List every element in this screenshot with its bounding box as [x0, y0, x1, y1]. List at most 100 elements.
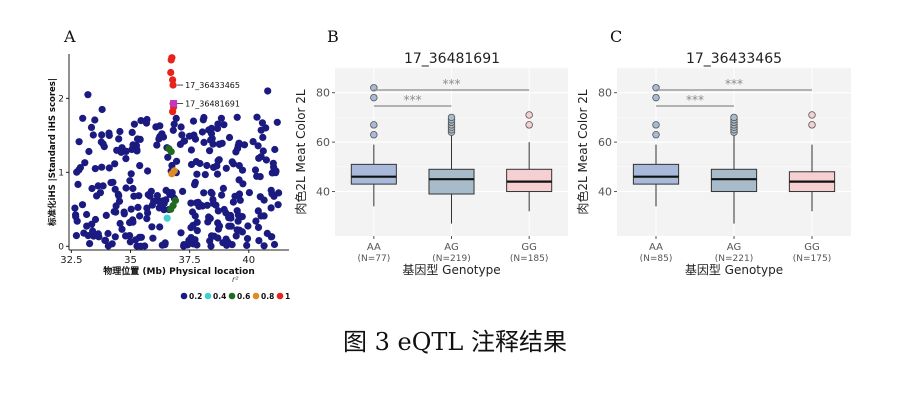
legend-swatch — [252, 292, 260, 300]
y-tick-label: 60 — [316, 136, 330, 149]
panel-a-letter: A — [63, 27, 76, 46]
legend-label: 0.4 — [213, 292, 226, 301]
snp-point — [89, 227, 97, 235]
category-label: AA — [367, 242, 381, 253]
x-axis-label: 物理位置 (Mb) Physical location — [103, 265, 254, 277]
box-iqr — [506, 168, 553, 193]
snp-point — [104, 229, 112, 238]
snp-point — [194, 198, 202, 206]
box-iqr — [710, 168, 758, 193]
snp-point — [235, 226, 243, 234]
x-tick-label: 40 — [242, 255, 255, 266]
snp-point — [214, 207, 222, 215]
outlier-point — [370, 93, 378, 102]
snp-point — [193, 227, 201, 235]
snp-point — [253, 113, 261, 121]
snp-point — [126, 219, 134, 227]
snp-point — [206, 237, 214, 245]
legend-swatch — [180, 292, 188, 300]
snp-point — [192, 158, 200, 166]
ld-highlight-point — [163, 214, 171, 222]
y-tick-label: 80 — [598, 87, 612, 100]
category-count: (N=185) — [510, 254, 548, 264]
snp-point — [164, 153, 172, 161]
y-axis-label: 标准化iHS |Standard iHS scores| — [47, 78, 58, 227]
box-iqr — [632, 163, 680, 185]
snp-annotation-label: 17_36433465 — [185, 81, 240, 90]
snp-point — [214, 120, 222, 128]
snp-point — [275, 189, 283, 197]
ld-highlight-point — [167, 56, 175, 64]
snp-point — [81, 159, 89, 167]
snp-point — [85, 147, 93, 156]
snp-point — [111, 233, 119, 241]
snp-point — [270, 240, 279, 249]
snp-point — [84, 91, 92, 99]
panel-c-letter: C — [610, 27, 622, 46]
outlier-point — [808, 121, 816, 129]
snp-point — [239, 180, 247, 188]
snp-point — [176, 140, 184, 148]
y-tick-label: 0 — [58, 242, 64, 252]
snp-point — [170, 120, 178, 128]
snp-point — [193, 170, 201, 178]
snp-point — [136, 162, 144, 170]
snp-point — [142, 119, 151, 127]
legend-swatch — [228, 292, 236, 300]
snp-point — [79, 114, 87, 122]
x-tick-label: 35 — [124, 255, 137, 266]
snp-point — [179, 187, 187, 195]
snp-point — [156, 223, 164, 231]
snp-point — [232, 148, 240, 156]
snp-point — [102, 211, 110, 219]
outlier-point — [730, 113, 738, 122]
snp-point — [243, 241, 251, 249]
significance-label: *** — [686, 93, 704, 107]
snp-point — [213, 170, 222, 178]
snp-point — [193, 241, 201, 249]
snp-point — [122, 155, 130, 163]
snp-point — [91, 165, 99, 173]
snp-point — [227, 222, 235, 230]
ld-highlight-point — [171, 196, 180, 205]
ld-highlight-point — [168, 170, 176, 178]
outlier-point — [652, 121, 660, 129]
outlier-point — [525, 111, 533, 119]
snp-point — [76, 164, 84, 172]
snp-point — [137, 233, 145, 241]
snp-point — [101, 236, 109, 244]
snp-point — [273, 118, 281, 126]
legend-title: r² — [232, 275, 239, 284]
snp-point — [98, 131, 106, 139]
snp-point — [75, 138, 83, 146]
snp-point — [122, 184, 130, 192]
outlier-point — [525, 121, 533, 129]
snp-point — [255, 237, 263, 245]
snp-point — [160, 206, 168, 214]
snp-point — [254, 207, 262, 215]
snp-point — [208, 124, 216, 132]
significance-label: *** — [443, 77, 461, 91]
snp-point — [232, 232, 240, 240]
snp-point — [116, 219, 124, 228]
snp-point — [271, 145, 279, 154]
snp-point — [200, 138, 208, 146]
category-count: (N=175) — [793, 254, 831, 264]
snp-point — [236, 196, 244, 204]
outlier-point — [447, 113, 456, 122]
snp-point — [207, 130, 216, 138]
y-axis-label: 肉色2L Meat Color 2L — [294, 89, 308, 215]
snp-point — [244, 222, 252, 230]
snp-point — [116, 127, 124, 136]
snp-point — [74, 180, 82, 188]
snp-point — [229, 198, 237, 206]
snp-point — [107, 179, 115, 187]
snp-annotation-label: 17_36481691 — [185, 100, 240, 109]
snp-point — [218, 191, 226, 199]
ld-highlight-point — [167, 68, 175, 77]
snp-point — [252, 217, 260, 225]
snp-point — [86, 240, 94, 248]
snp-point — [71, 204, 79, 212]
snp-point — [99, 182, 107, 190]
